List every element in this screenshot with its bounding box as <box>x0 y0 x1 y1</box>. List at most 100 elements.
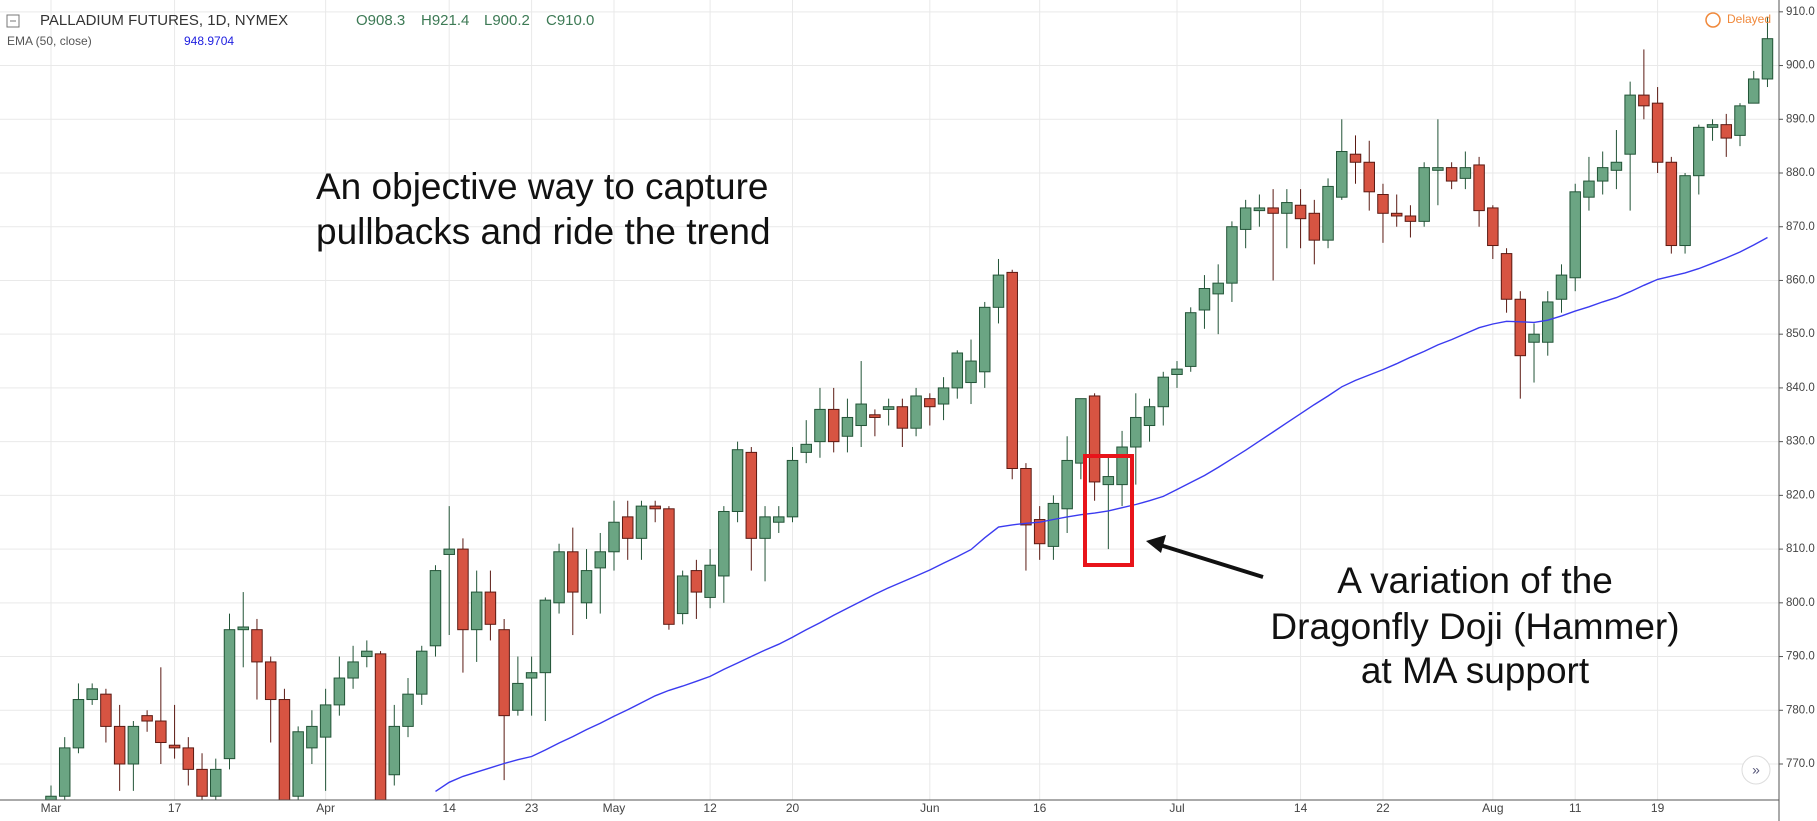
candle-body <box>319 704 332 738</box>
indicator-value: 948.9704 <box>184 34 234 48</box>
annotation-line: Dragonfly Doji (Hammer) <box>1270 606 1679 647</box>
candle-body <box>1500 253 1513 300</box>
annotation-line: at MA support <box>1361 650 1590 691</box>
candle-body <box>196 768 208 797</box>
y-tick-label: 810.0 <box>1786 543 1815 555</box>
candle-body <box>992 274 1005 308</box>
candle-body <box>429 570 442 647</box>
x-tick-label: Jun <box>920 801 939 815</box>
candle-body <box>910 395 922 429</box>
candle-body <box>580 570 593 604</box>
candle-body <box>924 398 936 408</box>
annotation-line: pullbacks and ride the trend <box>316 211 771 252</box>
y-tick-label: 900.0 <box>1786 60 1815 72</box>
collapse-icon[interactable] <box>6 14 20 28</box>
candle-body <box>1047 502 1060 547</box>
candle-body <box>1624 94 1636 155</box>
candle-body <box>1363 161 1375 193</box>
candle-body <box>1445 167 1458 182</box>
candle-body <box>1638 94 1650 107</box>
candle-body <box>1679 175 1691 247</box>
candle-body <box>1088 395 1101 483</box>
candle-body <box>1198 288 1211 311</box>
scroll-button[interactable] <box>1741 755 1771 785</box>
y-tick-label: 800.0 <box>1786 597 1815 609</box>
candle-body <box>1322 185 1334 241</box>
candle-body <box>814 408 826 443</box>
y-tick-label: 820.0 <box>1786 489 1815 501</box>
candle-body <box>1651 102 1664 163</box>
header-open: O908.3 <box>356 12 405 29</box>
candle-body <box>237 626 249 631</box>
candle-body <box>1473 164 1485 212</box>
candle-body <box>1459 167 1472 179</box>
candle-body <box>58 747 71 797</box>
candle-body <box>1075 398 1087 464</box>
candle-body <box>1033 519 1046 545</box>
candle-body <box>1061 459 1073 510</box>
candle-body <box>1308 212 1321 241</box>
y-tick-label: 910.0 <box>1786 6 1815 18</box>
candle-body <box>1542 301 1554 343</box>
candle-body <box>1281 202 1293 214</box>
symbol-title: PALLADIUM FUTURES, 1D, NYMEX <box>40 12 288 29</box>
header-low: L900.2 <box>484 12 530 29</box>
status-icon <box>1705 12 1721 28</box>
candle-body <box>1336 151 1348 198</box>
candle-body <box>676 575 689 615</box>
candle-body <box>567 551 579 593</box>
candle-body <box>1226 226 1238 284</box>
candle-body <box>704 564 716 598</box>
candle-body <box>608 521 620 553</box>
candle-body <box>1184 312 1197 367</box>
candle-body <box>512 682 524 711</box>
x-tick-label: 19 <box>1651 801 1665 815</box>
candle-body <box>1143 406 1156 427</box>
candle-body <box>1294 204 1307 220</box>
candle-body <box>470 591 483 631</box>
y-tick-label: 830.0 <box>1786 436 1815 448</box>
candle-body <box>443 548 455 555</box>
scroll-icon: » <box>1752 762 1760 778</box>
candle-body <box>1349 153 1362 163</box>
candle-body <box>896 406 909 429</box>
candle-body <box>1239 207 1252 230</box>
candle-body <box>1212 282 1224 295</box>
ema-line <box>435 236 1768 792</box>
candle-body <box>1734 105 1746 136</box>
candle-body <box>649 505 661 510</box>
candle-body <box>800 443 812 453</box>
plot-area <box>45 17 1774 800</box>
candle-body <box>1596 167 1609 182</box>
candle-body <box>457 548 469 631</box>
candle-body <box>1130 416 1142 448</box>
candle-body <box>525 672 538 679</box>
candle-body <box>553 551 565 604</box>
annotation-line: A variation of the <box>1337 560 1613 601</box>
y-tick-label: 890.0 <box>1786 113 1815 125</box>
candle-body <box>1390 212 1403 217</box>
x-tick-label: 23 <box>525 801 539 815</box>
x-tick-label: 22 <box>1376 801 1390 815</box>
header-close: C910.0 <box>546 12 594 29</box>
candle-body <box>415 650 428 695</box>
candle-body <box>1610 161 1623 171</box>
candle-body <box>210 768 222 797</box>
candle-body <box>690 570 703 593</box>
candle-body <box>1583 180 1595 198</box>
y-tick-label: 880.0 <box>1786 167 1815 179</box>
candle-body <box>594 551 607 569</box>
arrow-head <box>1146 535 1166 553</box>
candle-body <box>1116 446 1128 486</box>
candle-body <box>1267 207 1279 214</box>
candle-body <box>498 629 510 717</box>
candle-body <box>1761 38 1774 80</box>
y-tick-label: 870.0 <box>1786 221 1815 233</box>
candle-body <box>1487 207 1499 247</box>
candle-body <box>1253 207 1266 212</box>
candle-body <box>1006 271 1018 470</box>
candle-body <box>86 688 98 701</box>
candle-body <box>635 505 648 539</box>
x-tick-label: 11 <box>1569 801 1582 815</box>
